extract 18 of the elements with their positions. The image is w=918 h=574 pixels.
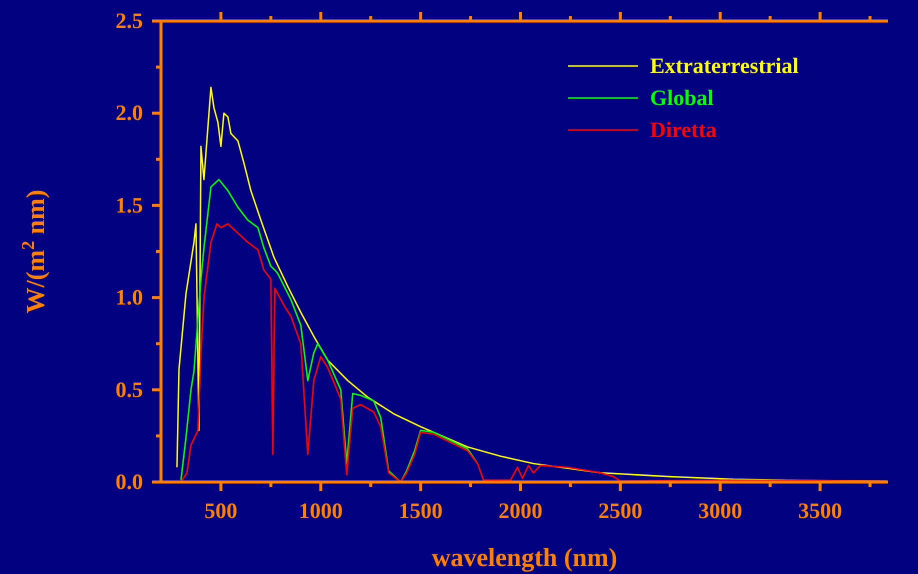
x-tick-label: 1000 (298, 498, 343, 523)
x-tick-label: 3500 (798, 498, 842, 523)
x-tick-label: 3000 (698, 498, 742, 523)
y-tick-label: 2.5 (116, 8, 143, 33)
legend-label: Global (650, 85, 714, 110)
y-tick-label: 0.5 (116, 376, 143, 402)
y-tick-label: 2.0 (116, 100, 143, 126)
line-series (180, 178, 478, 483)
x-tick-label: 1500 (398, 498, 443, 523)
x-axis-title: wavelength (nm) (432, 543, 618, 572)
y-tick-label: 1.5 (116, 192, 143, 218)
x-tick-label: 2500 (598, 498, 642, 523)
legend-label: Diretta (650, 117, 717, 142)
y-tick-label: 1.0 (116, 284, 143, 310)
legend-label: Extraterrestrial (650, 53, 799, 78)
x-tick-label: 2000 (498, 498, 543, 523)
x-tick-label: 500 (204, 498, 238, 523)
y-tick-label: 0.0 (116, 469, 143, 494)
